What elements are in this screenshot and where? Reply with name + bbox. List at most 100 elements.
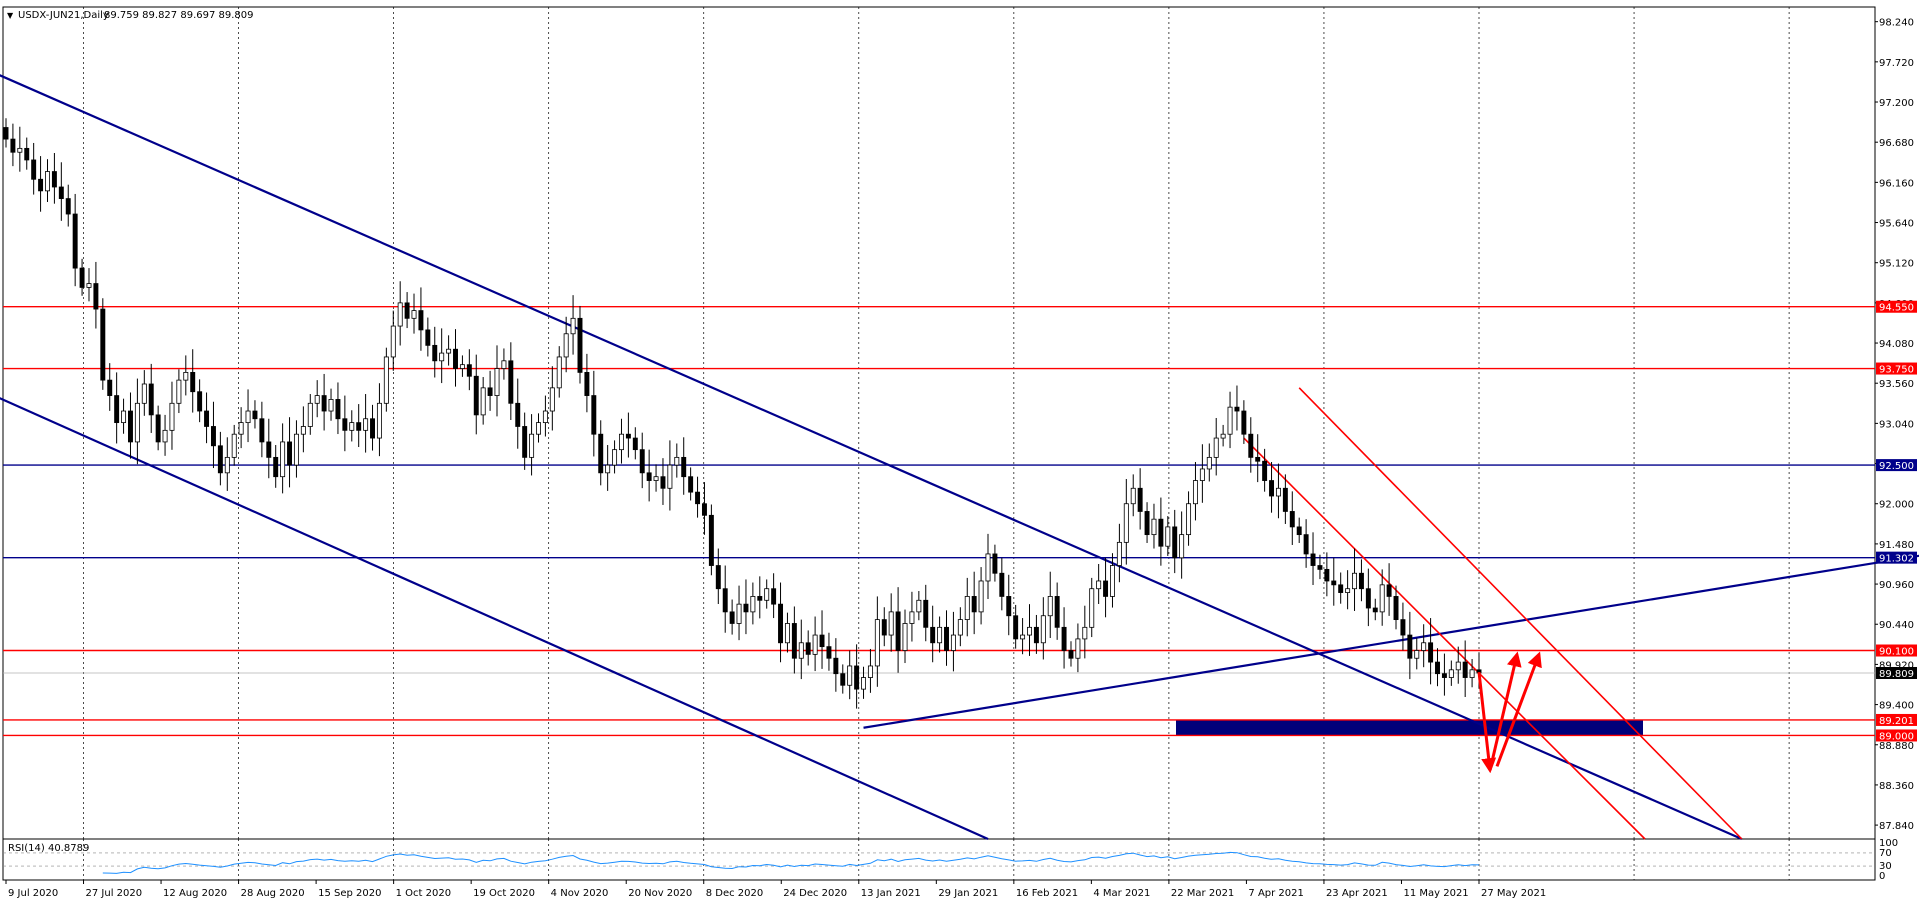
candle-down bbox=[148, 383, 154, 416]
candle-down bbox=[639, 449, 645, 474]
candle-up bbox=[1455, 661, 1461, 671]
candle-down bbox=[1324, 568, 1330, 582]
candle-up bbox=[874, 619, 880, 667]
candle-up bbox=[1448, 669, 1454, 678]
candle-up bbox=[397, 302, 403, 327]
short-channel-lower bbox=[1243, 437, 1646, 840]
candle-up bbox=[556, 356, 562, 389]
candle-down bbox=[93, 283, 99, 310]
candle-up bbox=[536, 422, 541, 435]
rsi-tick-label: 70 bbox=[1879, 848, 1892, 859]
candle-down bbox=[1338, 584, 1344, 593]
candle-down bbox=[100, 308, 106, 381]
candle-down bbox=[791, 623, 797, 659]
symbol-label: USDX-JUN21,Daily bbox=[18, 10, 109, 21]
candle-up bbox=[1414, 650, 1420, 659]
candle-down bbox=[1241, 410, 1247, 435]
rsi-tick-label: 100 bbox=[1879, 838, 1898, 849]
level-price-label: 91.302 bbox=[1879, 554, 1914, 565]
candle-down bbox=[79, 267, 85, 288]
candle-down bbox=[1006, 596, 1012, 617]
candle-down bbox=[190, 372, 196, 393]
ohlc-values: 89.759 89.827 89.697 89.809 bbox=[104, 10, 254, 21]
candle-up bbox=[784, 623, 790, 644]
candle-down bbox=[31, 159, 37, 180]
candle-down bbox=[508, 360, 514, 404]
candle-up bbox=[501, 360, 507, 369]
candle-up bbox=[1206, 456, 1212, 470]
candle-down bbox=[210, 426, 216, 447]
candle-down bbox=[1441, 673, 1447, 678]
candle-down bbox=[1234, 406, 1240, 412]
candle-up bbox=[1130, 487, 1136, 505]
level-price-tag bbox=[1876, 362, 1917, 375]
candle-up bbox=[888, 611, 894, 636]
candle-up bbox=[183, 372, 189, 381]
level-price-tag bbox=[1876, 644, 1917, 657]
date-tick-label: 28 Aug 2020 bbox=[241, 888, 305, 899]
candle-down bbox=[252, 410, 258, 420]
date-tick-label: 4 Nov 2020 bbox=[551, 888, 609, 899]
candle-down bbox=[1144, 511, 1150, 536]
candle-down bbox=[466, 364, 472, 377]
price-axis: 98.240 97.720 97.200 96.680 96.160 95.640 95.1… bbox=[1875, 18, 1914, 832]
candle-down bbox=[771, 588, 777, 605]
candle-up bbox=[902, 623, 908, 651]
candle-up bbox=[1199, 468, 1205, 481]
candle-down bbox=[473, 375, 479, 416]
price-tick-label: 95.640 bbox=[1879, 219, 1914, 230]
candle-up bbox=[328, 399, 334, 412]
candle-down bbox=[999, 572, 1005, 597]
candle-down bbox=[1103, 580, 1109, 597]
candle-up bbox=[363, 418, 369, 431]
candle-down bbox=[591, 395, 597, 435]
price-tick-label: 90.960 bbox=[1879, 580, 1914, 591]
candle-up bbox=[563, 333, 569, 358]
candle-down bbox=[1303, 534, 1309, 555]
candles bbox=[3, 118, 1482, 709]
candle-down bbox=[625, 433, 631, 439]
candle-up bbox=[349, 422, 355, 431]
candle-down bbox=[515, 402, 521, 427]
candle-up bbox=[1116, 541, 1122, 566]
level-price-label: 90.100 bbox=[1879, 647, 1914, 658]
candle-up bbox=[383, 356, 389, 404]
candle-down bbox=[729, 611, 735, 624]
date-tick-label: 4 Mar 2021 bbox=[1093, 888, 1150, 899]
candle-down bbox=[72, 213, 78, 269]
candle-up bbox=[978, 580, 984, 613]
candle-down bbox=[1158, 518, 1164, 547]
candle-up bbox=[293, 433, 299, 466]
candle-down bbox=[1358, 572, 1364, 590]
candle-up bbox=[1165, 526, 1171, 547]
candle-up bbox=[529, 433, 535, 458]
candle-down bbox=[688, 476, 694, 493]
candle-down bbox=[356, 422, 362, 431]
candle-down bbox=[646, 472, 652, 481]
date-tick-label: 22 Mar 2021 bbox=[1171, 888, 1234, 899]
main-plot-frame bbox=[2, 6, 1876, 840]
date-tick-label: 11 May 2021 bbox=[1403, 888, 1468, 899]
candle-up bbox=[667, 464, 673, 489]
date-tick-label: 16 Feb 2021 bbox=[1016, 888, 1078, 899]
collapse-arrow-icon[interactable]: ▼ bbox=[7, 11, 14, 20]
candle-down bbox=[833, 657, 839, 675]
candle-down bbox=[487, 387, 493, 396]
candle-up bbox=[1213, 437, 1219, 458]
candle-down bbox=[1365, 588, 1371, 609]
date-tick-label: 15 Sep 2020 bbox=[318, 888, 381, 899]
descending-channel-upper bbox=[0, 74, 1743, 841]
candle-down bbox=[1331, 580, 1337, 586]
candle-down bbox=[197, 391, 203, 412]
price-tick-label: 90.440 bbox=[1879, 620, 1914, 631]
candle-down bbox=[1435, 661, 1440, 675]
level-price-tag bbox=[1876, 713, 1917, 726]
candle-up bbox=[480, 387, 486, 416]
candle-down bbox=[854, 665, 860, 690]
candle-up bbox=[300, 426, 306, 435]
candle-down bbox=[681, 456, 687, 478]
candle-down bbox=[660, 476, 666, 489]
candle-up bbox=[605, 464, 611, 474]
